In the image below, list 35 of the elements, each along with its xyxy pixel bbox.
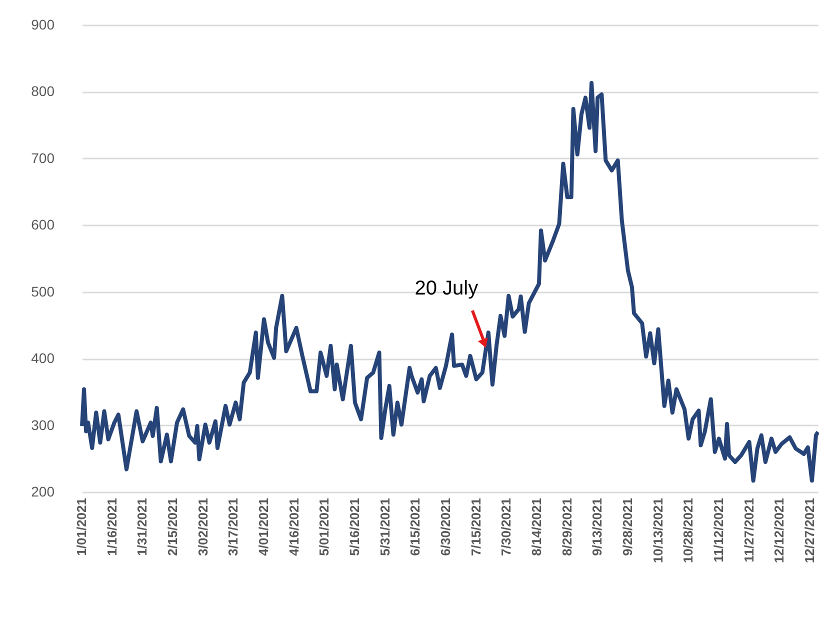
y-tick-label: 700 [31, 150, 55, 166]
x-tick-label: 9/28/2021 [620, 498, 635, 556]
x-tick-label: 5/01/2021 [316, 498, 332, 556]
y-tick-label: 500 [31, 283, 55, 300]
y-tick-label: 200 [31, 484, 55, 500]
x-tick-label: 4/16/2021 [286, 498, 302, 556]
x-tick-label: 1/01/2021 [74, 498, 89, 556]
x-tick-label: 12/12/2021 [772, 498, 787, 564]
y-tick-label: 800 [31, 83, 55, 100]
x-tick-label: 6/30/2021 [438, 498, 453, 556]
x-tick-label: 10/28/2021 [680, 498, 696, 564]
x-tick-label: 7/30/2021 [498, 498, 514, 556]
x-tick-label: 8/14/2021 [528, 498, 544, 556]
x-tick-label: 2/15/2021 [164, 498, 180, 556]
x-tick-label: 10/13/2021 [650, 498, 666, 564]
y-tick-label: 300 [31, 416, 55, 433]
x-tick-label: 6/15/2021 [408, 498, 423, 556]
x-tick-label: 1/16/2021 [104, 498, 120, 556]
x-tick-label: 8/29/2021 [559, 498, 574, 556]
x-tick-label: 3/17/2021 [226, 498, 241, 556]
x-tick-label: 5/16/2021 [346, 498, 362, 556]
x-tick-label: 4/01/2021 [256, 498, 271, 556]
x-tick-label: 7/15/2021 [468, 498, 484, 556]
x-tick-label: 11/12/2021 [710, 498, 726, 562]
line-series [80, 81, 819, 483]
x-tick-label: 9/13/2021 [590, 498, 605, 556]
x-tick-label: 3/02/2021 [195, 498, 210, 556]
y-tick-label: 900 [31, 16, 55, 32]
x-tick-label: 5/31/2021 [377, 498, 392, 556]
x-tick-label: 11/27/2021 [741, 498, 756, 562]
x-tick-label: 12/27/2021 [802, 498, 817, 564]
y-tick-label: 400 [31, 350, 55, 366]
y-tick-label: 600 [31, 216, 55, 233]
x-tick-label: 1/31/2021 [134, 498, 150, 556]
annotation: 20 July [414, 278, 478, 300]
